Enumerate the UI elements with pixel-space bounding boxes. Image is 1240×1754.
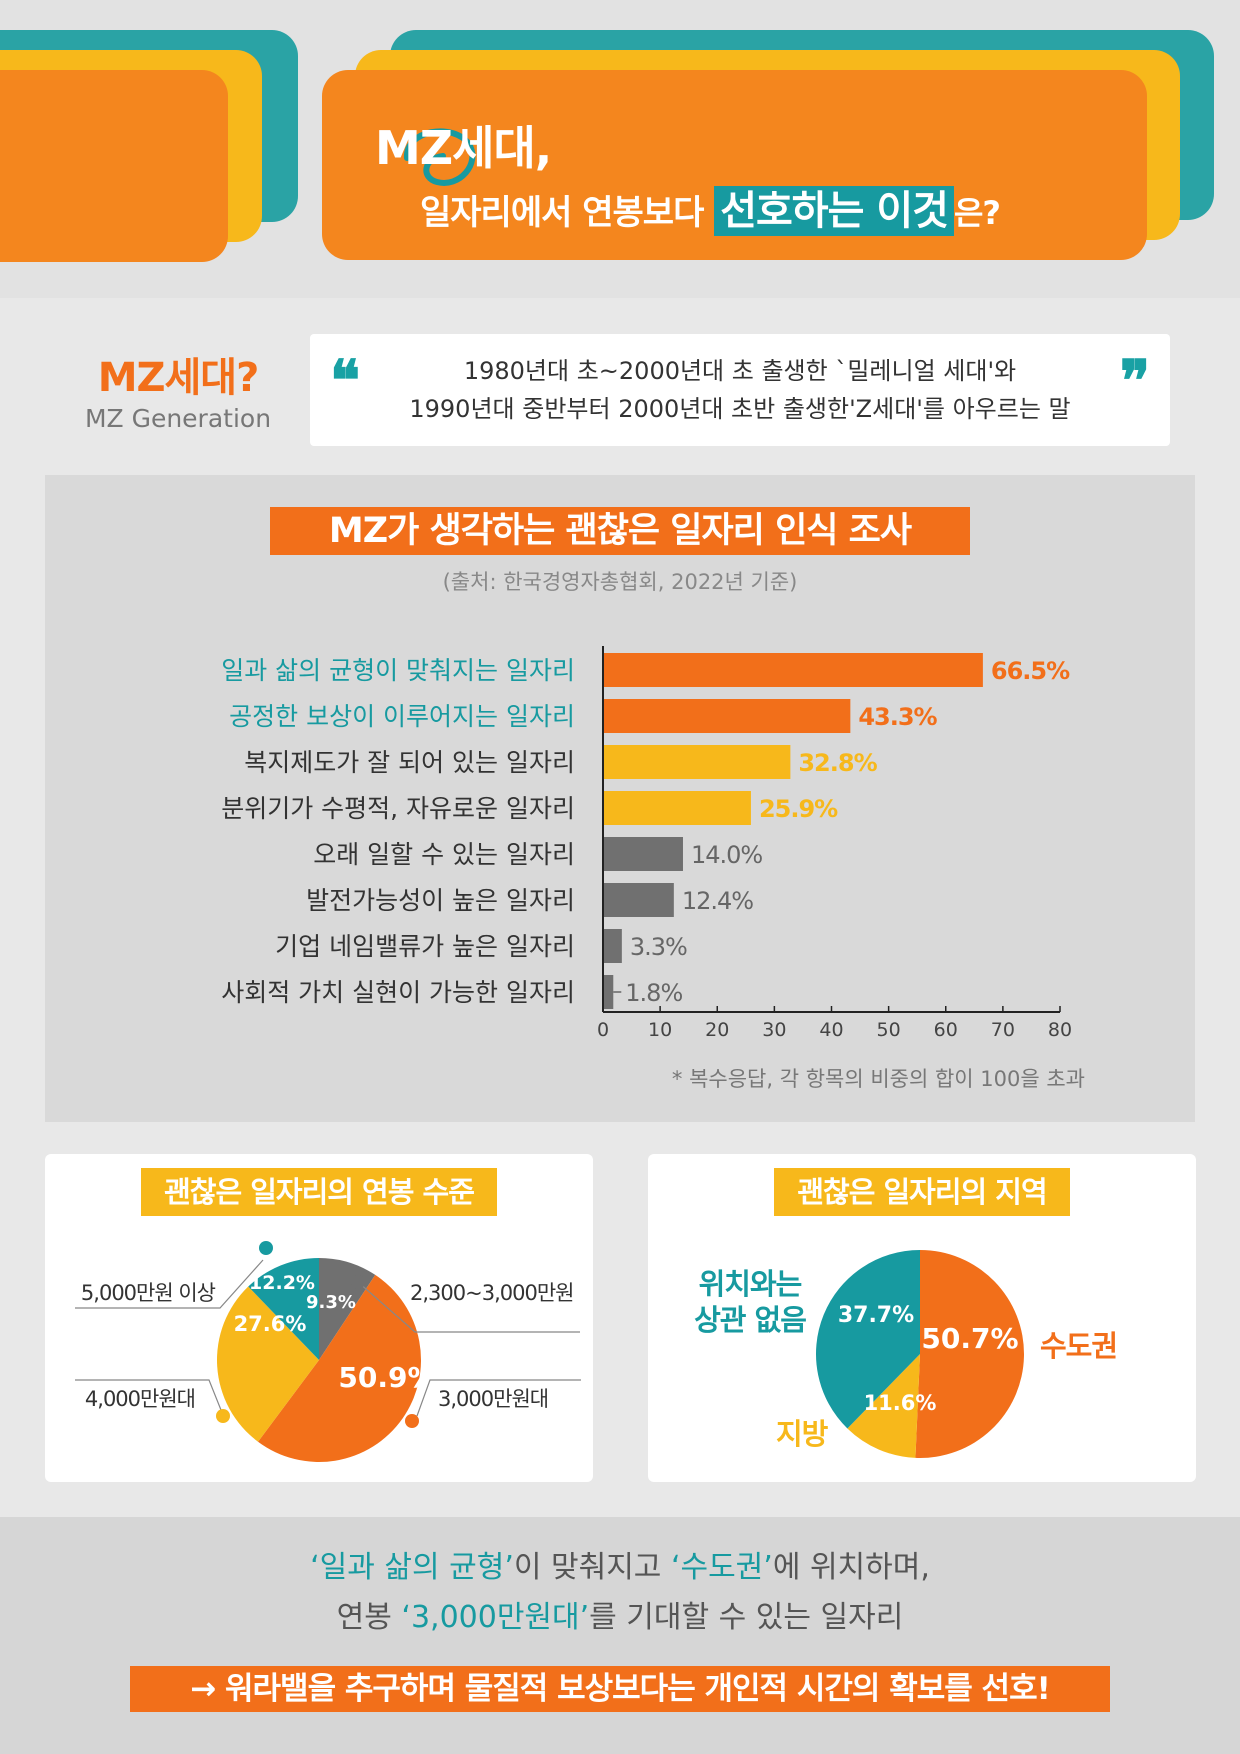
open-quote-icon: ❝ xyxy=(330,348,361,414)
pie-value-label: 12.2% xyxy=(249,1272,315,1294)
bar-category-label: 분위기가 수평적, 자유로운 일자리 xyxy=(221,794,575,823)
bar xyxy=(603,745,791,779)
bar xyxy=(603,791,751,825)
bar xyxy=(603,837,683,871)
x-tick-label: 80 xyxy=(1048,1019,1072,1041)
region-card-title: 괜찮은 일자리의 지역 xyxy=(774,1168,1070,1216)
bar-category-label: 기업 네임밸류가 높은 일자리 xyxy=(275,932,575,961)
pie-label-dot xyxy=(259,1241,273,1255)
bar-value-label: 32.8% xyxy=(798,749,877,777)
bar-category-label: 오래 일할 수 있는 일자리 xyxy=(313,840,575,869)
pie-leader-line xyxy=(416,1379,581,1417)
bar-category-label: 사회적 가치 실현이 가능한 일자리 xyxy=(221,978,575,1007)
pie-value-label: 11.6% xyxy=(864,1391,937,1415)
bar xyxy=(603,699,851,733)
conclusion-line-1: ‘일과 삶의 균형’이 맞춰지고 ‘수도권’에 위치하며, xyxy=(0,1542,1240,1586)
conclusion-text-1: 이 맞춰지고 xyxy=(513,1550,671,1585)
bar-value-label: 43.3% xyxy=(858,703,937,731)
survey-note: * 복수응답, 각 항목의 비중의 합이 100을 초과 xyxy=(671,1067,1085,1091)
bar-value-label: 3.3% xyxy=(630,933,687,961)
bar xyxy=(603,975,614,1009)
conclusion-keyword-salary: ‘3,000만원대’ xyxy=(401,1600,590,1635)
header-title-line2: 일자리에서 연봉보다 선호하는 이것 은? xyxy=(420,178,1001,236)
pie-value-label: 9.3% xyxy=(306,1292,356,1313)
conclusion-text-2: 에 위치하며, xyxy=(772,1550,930,1585)
pie-category-label: 3,000만원대 xyxy=(438,1387,548,1411)
conclusion-line-2: 연봉 ‘3,000만원대’를 기대할 수 있는 일자리 xyxy=(0,1592,1240,1636)
pie-slice xyxy=(248,1258,319,1360)
x-tick-label: 10 xyxy=(648,1019,672,1041)
x-tick-label: 40 xyxy=(819,1019,843,1041)
bar xyxy=(603,653,983,687)
pie-slice xyxy=(258,1274,421,1462)
x-tick-label: 20 xyxy=(705,1019,729,1041)
x-tick-label: 60 xyxy=(934,1019,958,1041)
bar-category-label: 복지제도가 잘 되어 있는 일자리 xyxy=(244,748,575,777)
bar-value-label: 14.0% xyxy=(691,841,762,869)
pie-category-label: 4,000만원대 xyxy=(85,1387,195,1411)
pie-label-dot xyxy=(351,1275,365,1289)
bar-value-label: 1.8% xyxy=(625,979,682,1007)
close-quote-icon: ❞ xyxy=(1119,348,1150,414)
conclusion-text-4: 를 기대할 수 있는 일자리 xyxy=(589,1600,904,1635)
pie-value-label: 50.7% xyxy=(921,1322,1018,1355)
bar-chart: 일과 삶의 균형이 맞춰지는 일자리 66.5% 공정한 보상이 이루어지는 일자리… xyxy=(221,646,1072,1041)
conclusion-panel xyxy=(0,1517,1240,1754)
pie-value-label: 37.7% xyxy=(838,1303,914,1328)
salary-card: 괜찮은 일자리의 연봉 수준 9.3% 50.9% 27.6% 12.2% 2,300~… xyxy=(45,1154,593,1482)
header-title-line1: MZ세대, xyxy=(375,121,552,175)
pie-leader-line xyxy=(357,1281,580,1333)
header-title-suffix: 은? xyxy=(953,194,1001,232)
survey-source: (출처: 한국경영자총협회, 2022년 기준) xyxy=(442,570,798,594)
bar-category-label: 공정한 보상이 이루어지는 일자리 xyxy=(229,702,575,731)
definition-quote-box: ❝ ❞ 1980년대 초~2000년대 초 출생한 `밀레니얼 세대'와 199… xyxy=(310,334,1170,446)
x-tick-label: 30 xyxy=(762,1019,786,1041)
pie-value-label: 27.6% xyxy=(234,1312,307,1336)
definition-subtitle: MZ Generation xyxy=(84,404,272,433)
bar-value-label: 66.5% xyxy=(991,657,1070,685)
pie-category-label: 상관 없음 xyxy=(694,1303,806,1337)
x-tick-label: 50 xyxy=(877,1019,901,1041)
swirl-decoration xyxy=(404,128,476,186)
x-tick-label: 70 xyxy=(991,1019,1015,1041)
salary-pie-chart: 9.3% 50.9% 27.6% 12.2% 2,300~3,000만원 3,000만원대… xyxy=(75,1241,581,1462)
x-tick-label: 0 xyxy=(597,1019,609,1041)
pie-value-label: 50.9% xyxy=(338,1361,435,1394)
bar-value-label: 12.4% xyxy=(682,887,753,915)
bar xyxy=(603,883,674,917)
pie-slice xyxy=(915,1250,1025,1458)
quote-line-1: 1980년대 초~2000년대 초 출생한 `밀레니얼 세대'와 xyxy=(463,357,1017,385)
salary-card-title: 괜찮은 일자리의 연봉 수준 xyxy=(141,1168,497,1216)
header-title-highlight: 선호하는 이것 xyxy=(714,186,954,236)
bar-category-label: 일과 삶의 균형이 맞춰지는 일자리 xyxy=(221,656,575,685)
pie-category-label: 지방 xyxy=(776,1417,829,1451)
bar-category-label: 발전가능성이 높은 일자리 xyxy=(306,886,575,915)
pie-category-label: 5,000만원 이상 xyxy=(81,1281,216,1305)
pie-slice xyxy=(816,1250,920,1429)
quote-line-2: 1990년대 중반부터 2000년대 초반 출생한'Z세대'를 아우르는 말 xyxy=(409,395,1071,423)
definition-quote-text: 1980년대 초~2000년대 초 출생한 `밀레니얼 세대'와 1990년대 … xyxy=(310,352,1170,428)
bar xyxy=(603,929,622,963)
definition-title: MZ세대? xyxy=(97,355,260,401)
pie-category-label: 2,300~3,000만원 xyxy=(410,1281,573,1305)
pie-slice xyxy=(217,1286,319,1442)
pie-category-label: 수도권 xyxy=(1040,1329,1117,1363)
pie-leader-line xyxy=(75,1259,264,1309)
pie-category-label: 위치와는 xyxy=(699,1267,802,1301)
pie-label-dot xyxy=(216,1409,230,1423)
pie-slice xyxy=(847,1354,920,1458)
conclusion-keyword-balance: ‘일과 삶의 균형’ xyxy=(310,1550,514,1585)
conclusion-final-banner: → 워라밸을 추구하며 물질적 보상보다는 개인적 시간의 확보를 선호! xyxy=(130,1666,1110,1712)
pie-leader-line xyxy=(75,1379,222,1411)
header-banner xyxy=(0,0,1240,298)
header-title-prefix: 일자리에서 연봉보다 xyxy=(420,193,704,233)
left-shape-orange xyxy=(0,70,228,262)
survey-title: MZ가 생각하는 괜찮은 일자리 인식 조사 xyxy=(270,507,970,555)
conclusion-text-3: 연봉 xyxy=(336,1600,402,1635)
pie-label-dot xyxy=(405,1414,419,1428)
bar-value-label: 25.9% xyxy=(759,795,838,823)
conclusion-keyword-capital: ‘수도권’ xyxy=(670,1550,773,1585)
